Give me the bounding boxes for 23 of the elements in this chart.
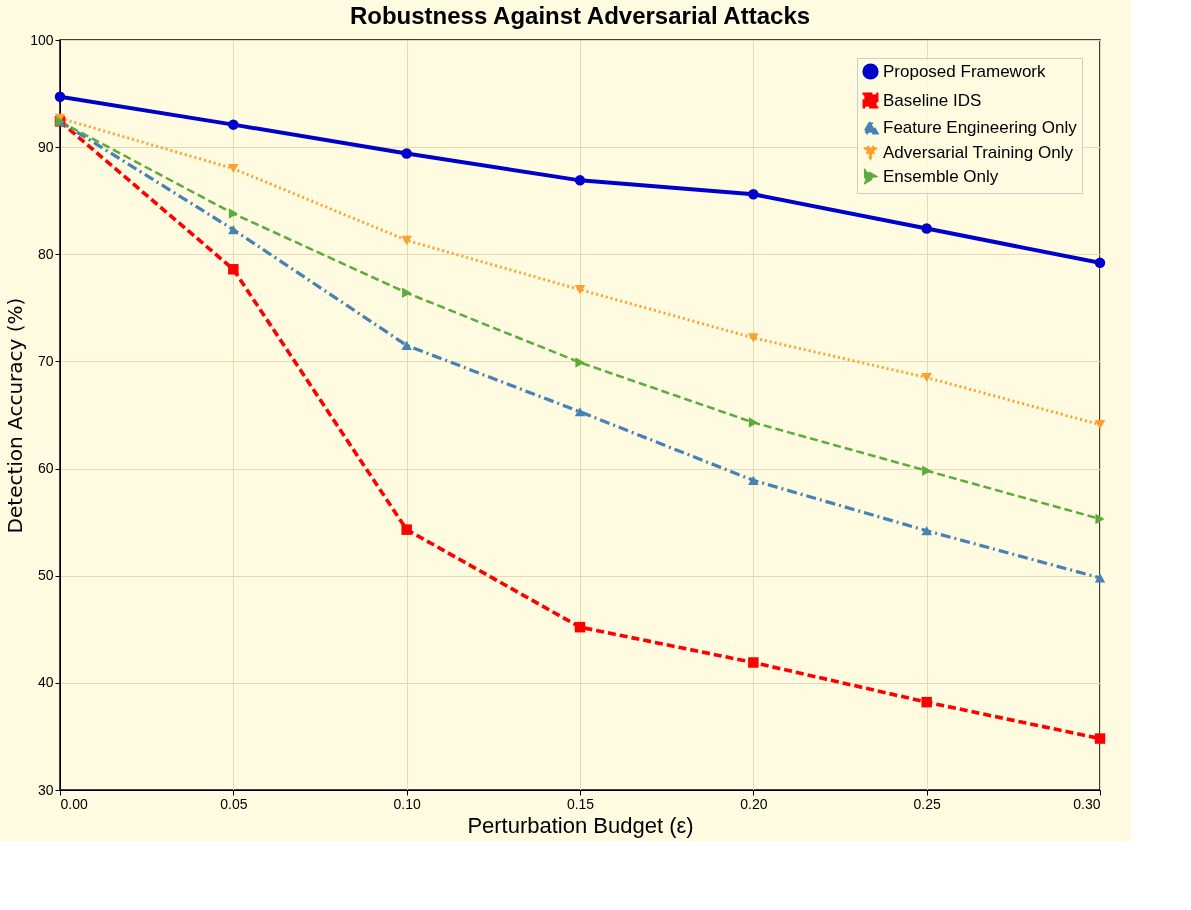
x-tick-label: 0.00 (60, 795, 88, 812)
x-tick-label: 0.10 (393, 795, 421, 812)
y-tick-label: 90 (37, 138, 54, 155)
legend-label: Feature Engineering Only (883, 117, 1078, 137)
legend-label: Proposed Framework (883, 61, 1046, 81)
x-axis-title: Perturbation Budget (ε) (467, 812, 694, 838)
y-tick-label: 70 (37, 352, 54, 369)
y-tick-label: 80 (37, 245, 54, 262)
x-tick-label: 0.20 (740, 795, 768, 812)
x-tick-label: 0.05 (220, 795, 248, 812)
y-tick-label: 60 (37, 460, 54, 477)
x-tick-label: 0.25 (913, 795, 941, 812)
legend-label: Ensemble Only (883, 166, 999, 186)
x-tick-label: 0.30 (1073, 795, 1101, 812)
legend-label: Adversarial Training Only (883, 142, 1074, 162)
y-tick-label: 30 (37, 781, 54, 798)
y-tick-label: 100 (30, 31, 54, 48)
legend-label: Baseline IDS (883, 90, 982, 110)
x-tick-label: 0.15 (566, 795, 595, 812)
y-tick-label: 50 (37, 567, 54, 584)
y-tick-label: 40 (37, 674, 54, 691)
y-axis-title: Detection Accuracy (%) (3, 297, 28, 534)
chart-title: Robustness Against Adversarial Attacks (349, 2, 811, 29)
